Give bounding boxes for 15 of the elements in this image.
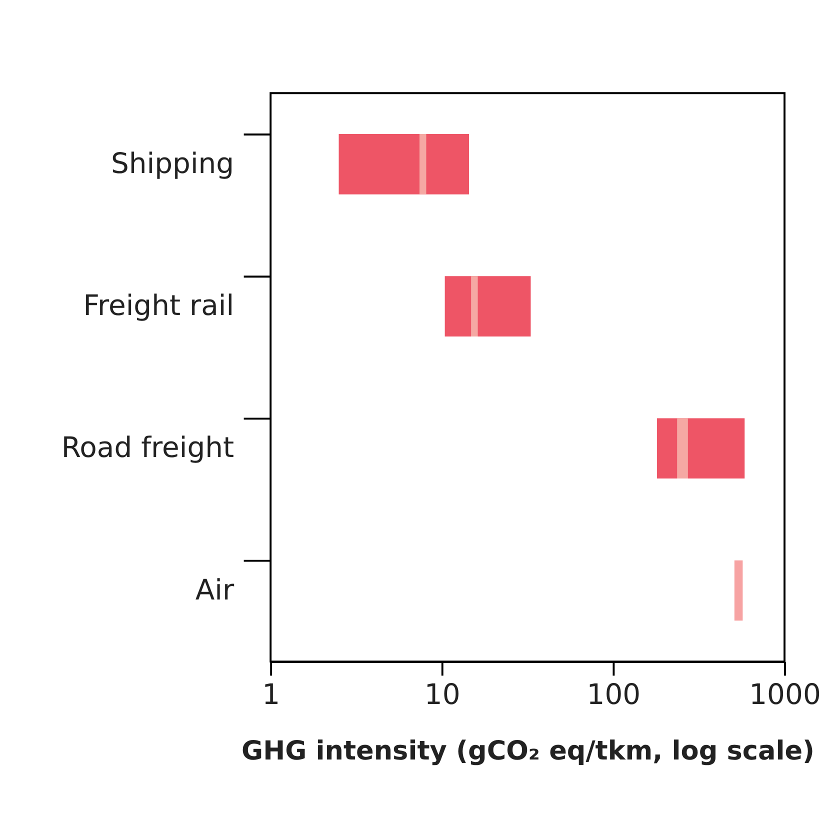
bar <box>471 276 478 336</box>
bar <box>420 134 426 194</box>
bar <box>677 418 688 479</box>
y-tick-label: Air <box>195 573 234 606</box>
x-tick-label: 1000 <box>749 678 821 711</box>
y-tick-label: Freight rail <box>83 289 234 322</box>
x-tick-label: 1 <box>262 678 280 711</box>
x-tick-label: 10 <box>424 678 460 711</box>
x-tick-label: 100 <box>586 678 641 711</box>
y-tick-label: Road freight <box>61 431 234 464</box>
bar <box>338 134 470 194</box>
x-axis-title: GHG intensity (gCO₂ eq/tkm, log scale) <box>242 736 815 766</box>
bar <box>734 560 743 621</box>
bar <box>444 276 531 336</box>
y-tick-label: Shipping <box>110 146 234 180</box>
